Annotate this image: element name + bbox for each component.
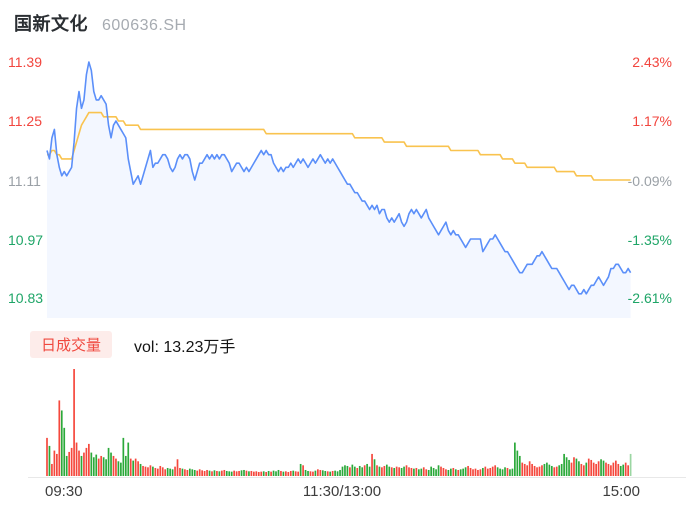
time-tick-open: 09:30 — [45, 483, 83, 500]
pct-tick-low: -2.61% — [627, 290, 672, 306]
pct-tick-lower: -1.35% — [627, 232, 672, 248]
stock-name: 国新文化 — [14, 14, 88, 34]
time-tick-noon: 11:30/13:00 — [302, 483, 382, 500]
time-tick-close: 15:00 — [602, 483, 640, 500]
volume-value: vol: 13.23万手 — [134, 338, 236, 356]
pct-tick-zero: -0.09% — [627, 173, 672, 189]
stock-code: 600636.SH — [102, 17, 187, 34]
price-tick-high: 11.39 — [8, 54, 42, 70]
time-axis-line — [28, 477, 686, 478]
volume-header: 日成交量 vol: 13.23万手 — [30, 331, 235, 358]
volume-badge: 日成交量 — [30, 331, 113, 358]
price-tick-prevclose: 11.11 — [8, 173, 41, 189]
price-tick-low: 10.83 — [8, 290, 44, 306]
header: 国新文化 600636.SH — [14, 10, 187, 36]
pct-tick-upper: 1.17% — [632, 113, 672, 129]
pct-tick-high: 2.43% — [632, 54, 672, 70]
price-tick-upper: 11.25 — [8, 113, 42, 129]
price-tick-lower: 10.97 — [8, 232, 44, 248]
